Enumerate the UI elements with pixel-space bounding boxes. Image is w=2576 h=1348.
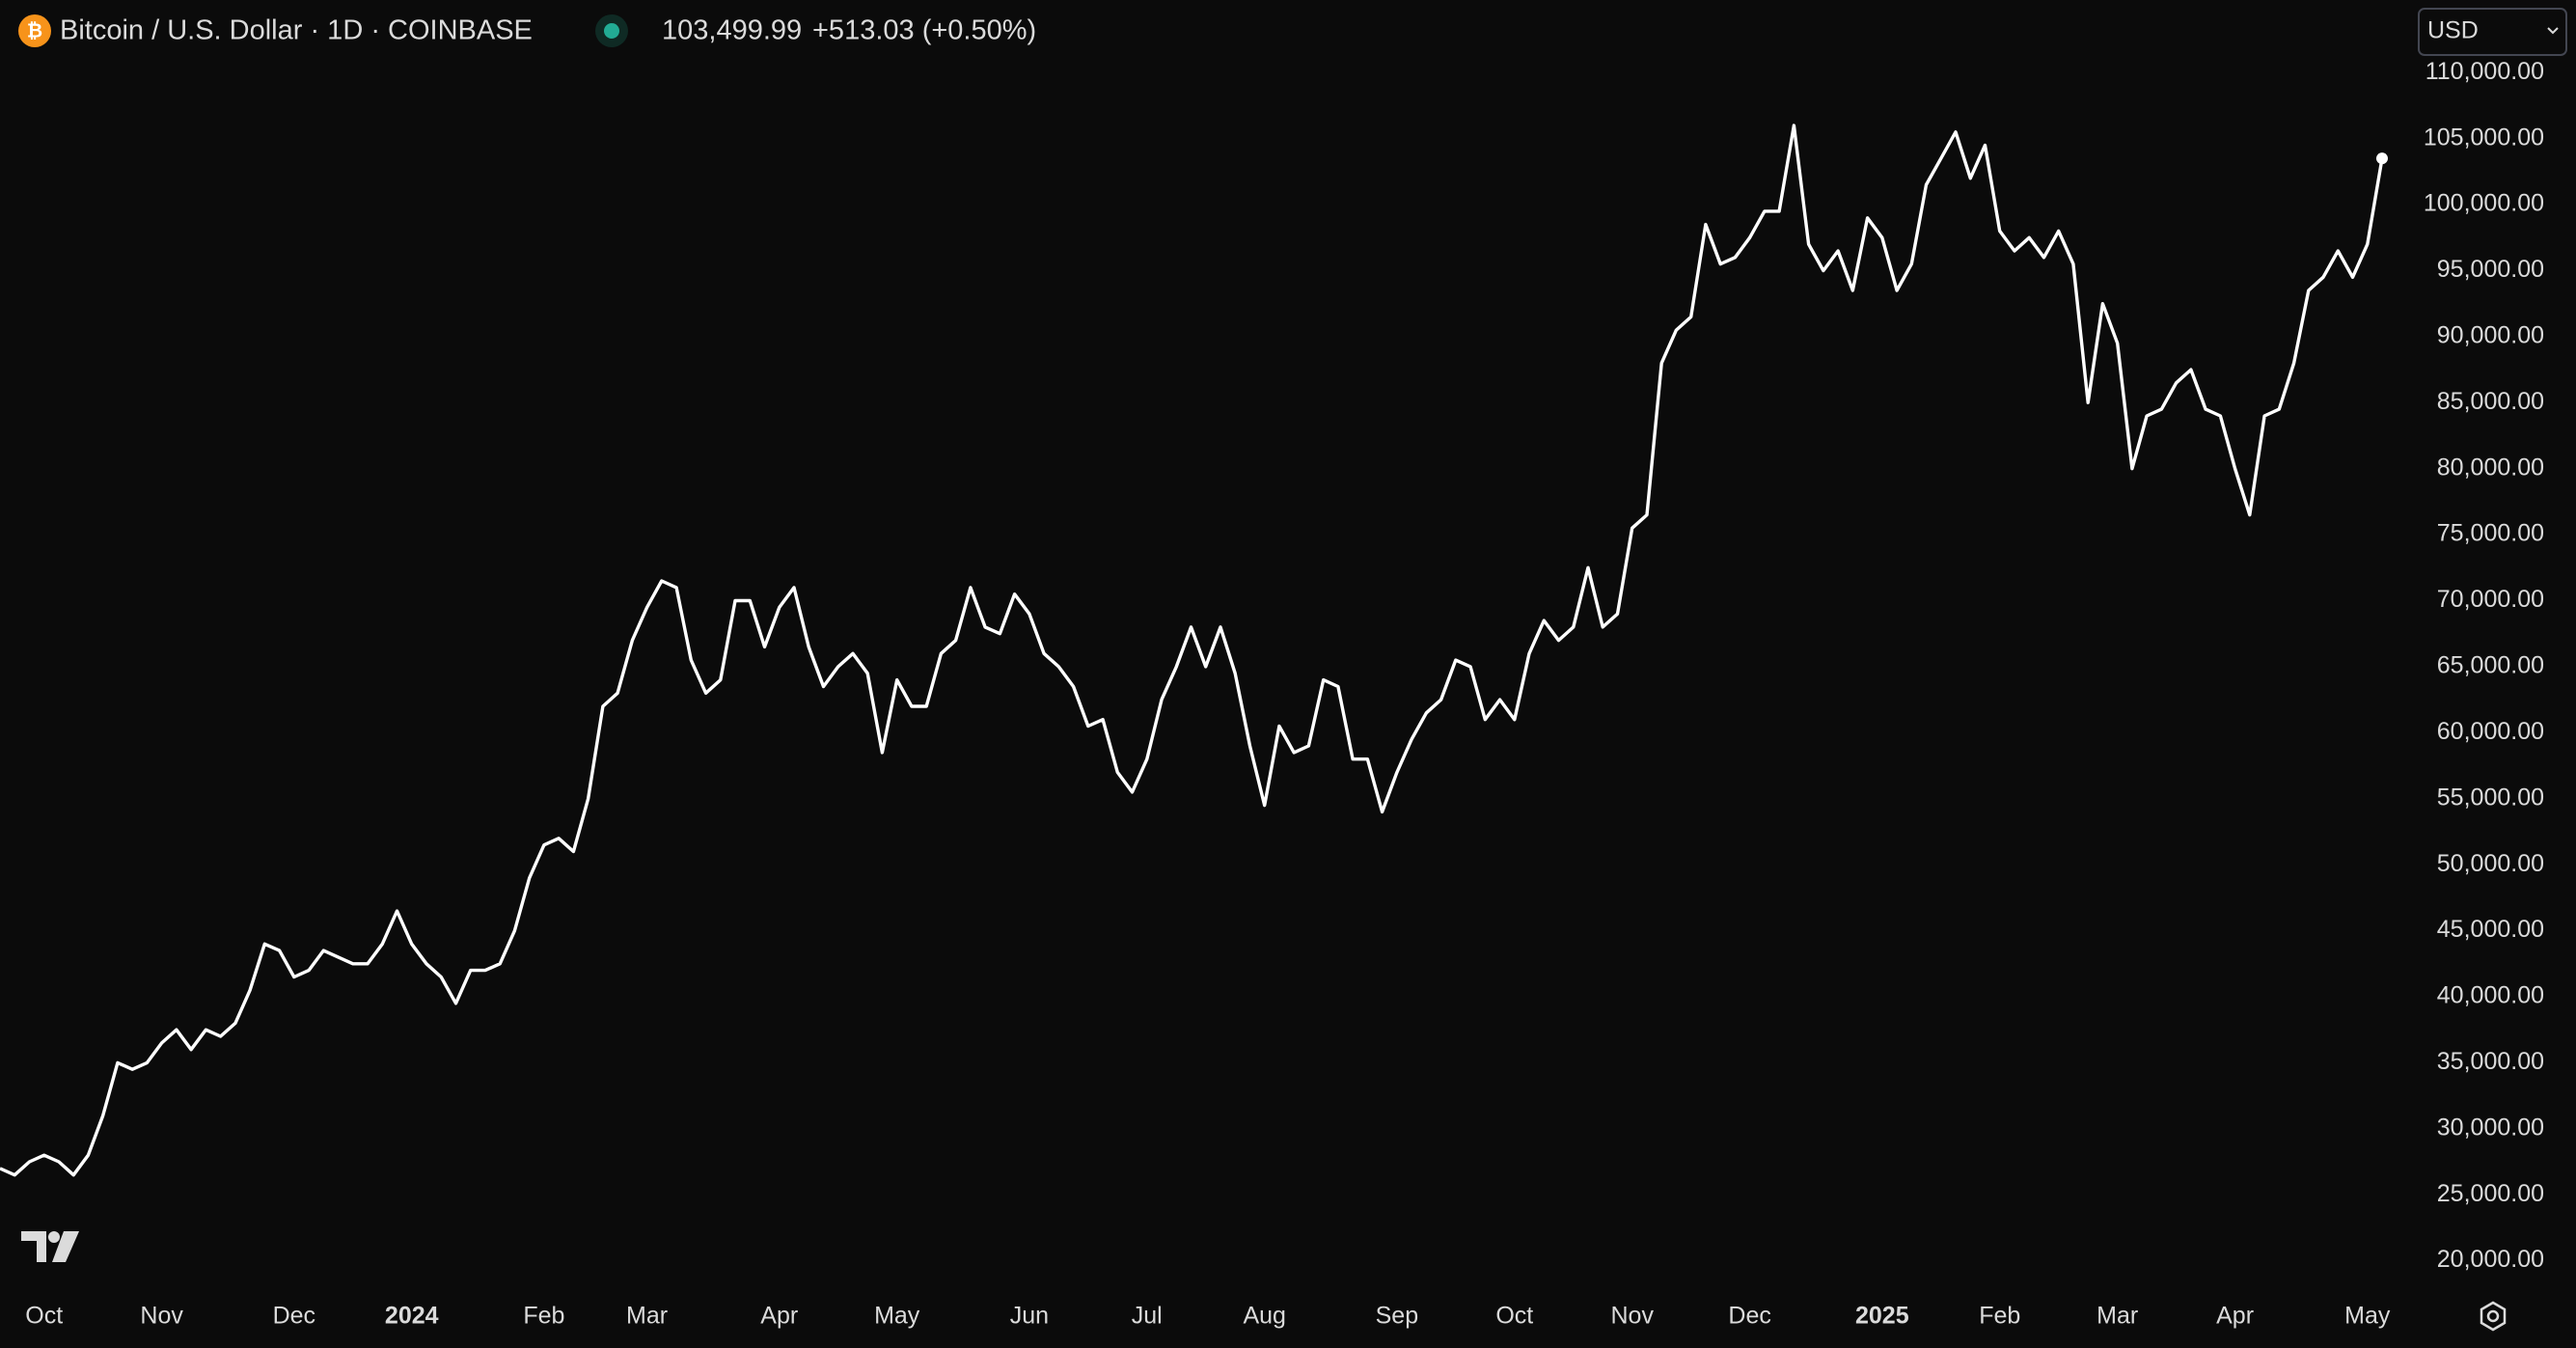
symbol-title: Bitcoin / U.S. Dollar · 1D · COINBASE — [60, 15, 533, 46]
y-tick-label: 85,000.00 — [2437, 388, 2544, 415]
x-tick-label: May — [874, 1303, 920, 1330]
y-tick-label: 60,000.00 — [2437, 718, 2544, 745]
y-tick-label: 25,000.00 — [2437, 1180, 2544, 1207]
x-tick-label: 2024 — [385, 1303, 439, 1330]
settings-icon[interactable] — [2480, 1301, 2507, 1332]
x-tick-label: Apr — [760, 1303, 798, 1330]
x-tick-label: Aug — [1243, 1303, 1285, 1330]
x-tick-label: Jun — [1010, 1303, 1049, 1330]
price-line — [0, 124, 2384, 1177]
y-tick-label: 20,000.00 — [2437, 1246, 2544, 1273]
status-dot — [604, 23, 619, 39]
y-tick-label: 35,000.00 — [2437, 1048, 2544, 1075]
x-tick-label: Dec — [1728, 1303, 1770, 1330]
last-price: 103,499.99 — [662, 15, 802, 46]
x-tick-label: Mar — [2096, 1303, 2138, 1330]
x-tick-label: Sep — [1376, 1303, 1418, 1330]
x-tick-label: Feb — [1979, 1303, 2020, 1330]
y-tick-label: 40,000.00 — [2437, 982, 2544, 1009]
x-tick-label: Jul — [1132, 1303, 1163, 1330]
x-tick-label: Mar — [626, 1303, 668, 1330]
currency-button[interactable] — [2418, 8, 2567, 56]
settings-center[interactable] — [2486, 1309, 2500, 1323]
tv-logo — [21, 1231, 79, 1262]
x-tick-label: Apr — [2216, 1303, 2254, 1330]
x-tick-label: Oct — [25, 1303, 63, 1330]
y-tick-label: 75,000.00 — [2437, 520, 2544, 547]
settings-hex[interactable] — [2480, 1301, 2507, 1332]
x-tick-label: Dec — [273, 1303, 315, 1330]
y-tick-label: 50,000.00 — [2437, 850, 2544, 877]
x-tick-label: Feb — [523, 1303, 564, 1330]
x-tick-label: Nov — [1610, 1303, 1654, 1330]
y-tick-label: 65,000.00 — [2437, 652, 2544, 679]
x-tick-label: May — [2344, 1303, 2391, 1330]
y-tick-label: 90,000.00 — [2437, 322, 2544, 349]
y-tick-label: 45,000.00 — [2437, 916, 2544, 943]
y-tick-label: 95,000.00 — [2437, 256, 2544, 283]
x-tick-label: Oct — [1495, 1303, 1533, 1330]
bitcoin-icon-glyph: ₿ — [27, 20, 42, 41]
x-tick-label: 2025 — [1855, 1303, 1909, 1330]
y-tick-label: 55,000.00 — [2437, 784, 2544, 811]
y-tick-label: 100,000.00 — [2424, 190, 2544, 217]
last-point — [2376, 152, 2388, 165]
currency-label[interactable]: USD — [2427, 17, 2479, 44]
y-tick-label: 30,000.00 — [2437, 1114, 2544, 1141]
dropdown-caret[interactable] — [2547, 27, 2559, 35]
x-tick-label: Nov — [140, 1303, 183, 1330]
bitcoin-icon — [18, 14, 51, 47]
y-tick-label: 105,000.00 — [2424, 124, 2544, 151]
y-tick-label: 110,000.00 — [2425, 58, 2544, 85]
y-tick-label: 80,000.00 — [2437, 454, 2544, 481]
y-tick-label: 70,000.00 — [2437, 586, 2544, 613]
price-change: +513.03 (+0.50%) — [812, 15, 1036, 46]
